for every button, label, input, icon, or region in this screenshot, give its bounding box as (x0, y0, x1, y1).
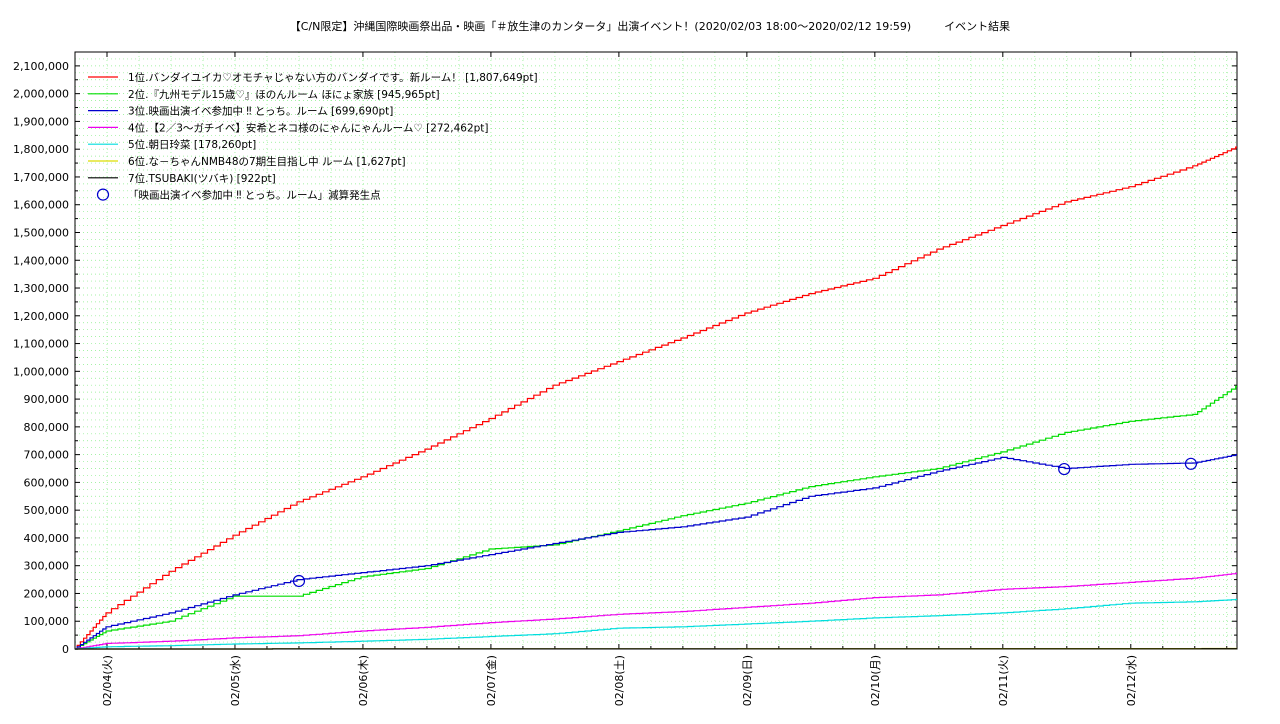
y-tick-label: 100,000 (24, 615, 70, 628)
legend-label-1: 1位.バンダイユイカ♡オモチャじゃない方のバンダイです。新ルーム！ [1,807… (128, 71, 538, 84)
x-tick-label: 02/07(金) (484, 655, 498, 706)
y-tick-label: 700,000 (24, 449, 70, 462)
legend-label-3: 3位.映画出演イベ参加中 ‼ とっち。ルーム [699,690pt] (128, 105, 393, 118)
y-tick-label: 1,000,000 (13, 365, 69, 378)
legend: 1位.バンダイユイカ♡オモチャじゃない方のバンダイです。新ルーム！ [1,807… (88, 71, 538, 202)
x-tick-label: 02/10(月) (869, 655, 882, 706)
y-tick-label: 1,200,000 (13, 310, 69, 323)
x-tick-label: 02/06(木) (357, 655, 370, 706)
series-line-4 (75, 573, 1237, 649)
legend-label-6: 6位.な－ちゃんNMB48の7期生目指し中 ルーム [1,627pt] (128, 155, 406, 168)
x-tick-label: 02/05(水) (229, 655, 242, 706)
y-tick-label: 1,400,000 (13, 254, 69, 267)
x-tick-label: 02/08(土) (613, 655, 626, 706)
marker-group (293, 458, 1196, 586)
legend-label-5: 5位.朝日玲菜 [178,260pt] (128, 138, 256, 151)
chart-title: 【C/N限定】沖縄国際映画祭出品・映画「＃放生津のカンタータ」出演イベント！(2… (290, 19, 1010, 33)
y-tick-label: 2,100,000 (13, 60, 69, 73)
series-group (75, 147, 1237, 649)
y-tick-label: 900,000 (24, 393, 70, 406)
y-tick-label: 1,800,000 (13, 143, 69, 156)
y-tick-label: 200,000 (24, 587, 70, 600)
y-tick-label: 0 (62, 643, 69, 656)
legend-label-2: 2位.『九州モデル15歳♡』ほのんルーム ほにょ家族 [945,965pt] (128, 88, 440, 101)
y-tick-label: 500,000 (24, 504, 70, 517)
y-tick-label: 1,100,000 (13, 338, 69, 351)
y-tick-label: 600,000 (24, 476, 70, 489)
y-tick-label: 1,500,000 (13, 226, 69, 239)
y-tick-label: 2,000,000 (13, 88, 69, 101)
x-tick-label: 02/09(日) (741, 655, 754, 706)
legend-label-7: 7位.TSUBAKI(ツバキ) [922pt] (128, 172, 276, 185)
x-tick-label: 02/11(火) (997, 655, 1010, 706)
y-tick-label: 400,000 (24, 532, 70, 545)
y-tick-label: 800,000 (24, 421, 70, 434)
x-tick-label: 02/12(水) (1125, 655, 1138, 706)
series-line-5 (75, 600, 1237, 650)
series-line-1 (75, 147, 1237, 649)
y-tick-label: 1,900,000 (13, 115, 69, 128)
legend-label-4: 4位.【2／3〜ガチイベ】安希とネコ様のにゃんにゃんルーム♡ [272,462p… (128, 121, 489, 134)
y-tick-label: 1,600,000 (13, 199, 69, 212)
x-tick-label: 02/04(火) (101, 655, 114, 706)
y-tick-label: 1,700,000 (13, 171, 69, 184)
legend-marker-label: 「映画出演イベ参加中 ‼ とっち。ルーム」減算発生点 (128, 189, 381, 202)
y-tick-label: 1,300,000 (13, 282, 69, 295)
y-tick-label: 300,000 (24, 560, 70, 573)
